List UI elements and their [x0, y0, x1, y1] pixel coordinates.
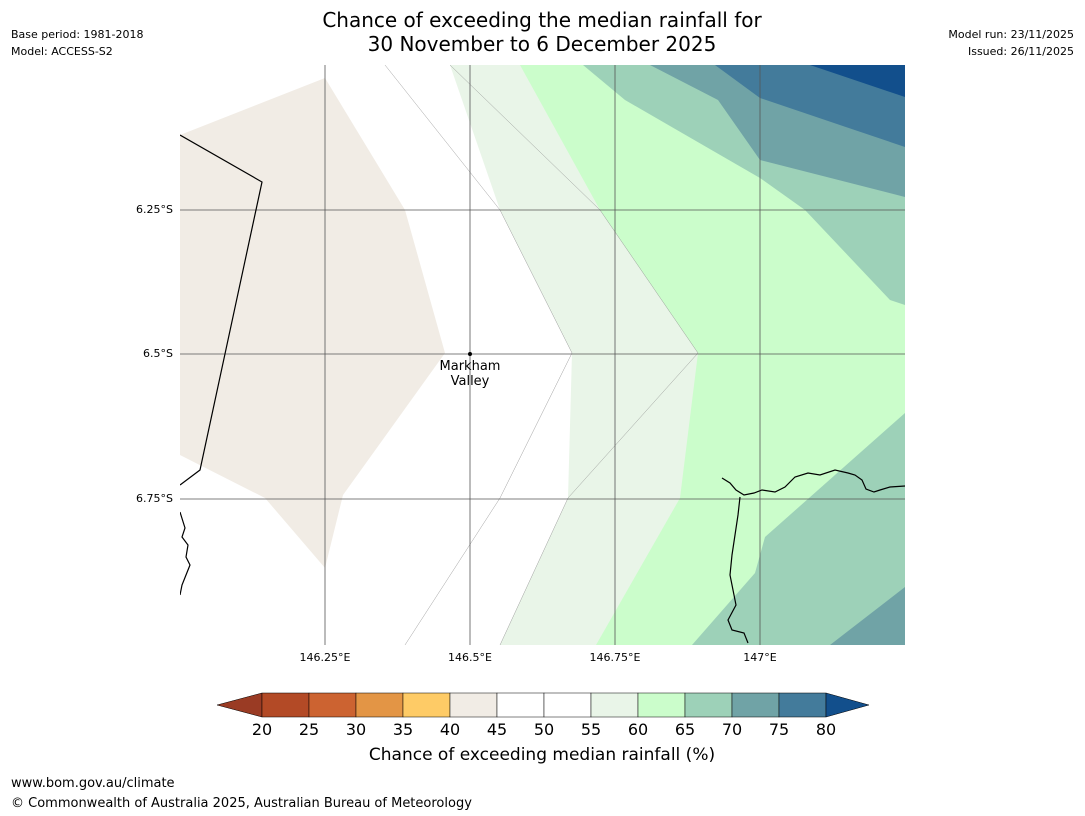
base-period-text: Base period: 1981-2018 — [11, 28, 144, 41]
meta-left: Base period: 1981-2018 Model: ACCESS-S2 — [11, 26, 143, 60]
colorbar-below-20 — [216, 692, 263, 718]
map-panel — [180, 65, 905, 645]
colorbar-tick-label: 20 — [251, 720, 273, 739]
place-label-line-2: Valley — [450, 374, 490, 389]
colorbar-tick-label: 70 — [721, 720, 743, 739]
colorbar-tick-label: 75 — [768, 720, 790, 739]
colorbar-above-80 — [825, 692, 870, 718]
colorbar-title: Chance of exceeding median rainfall (%) — [368, 745, 716, 765]
colorbar-tick-label: 25 — [298, 720, 320, 739]
lon-label: 146.5°E — [448, 651, 492, 664]
lat-label: 6.5°S — [143, 347, 173, 360]
band-65-70-south — [692, 413, 905, 645]
colorbar-20-25 — [261, 692, 310, 718]
colorbar-tick-label: 45 — [486, 720, 508, 739]
place-marker — [468, 352, 472, 356]
colorbar-tick-label: 60 — [627, 720, 649, 739]
colorbar-55-60 — [590, 692, 639, 718]
colorbar-70-75 — [731, 692, 780, 718]
colorbar-75-80 — [778, 692, 827, 718]
band-75-80 — [715, 65, 905, 147]
colorbar-45-50 — [496, 692, 545, 718]
colorbar-50-55 — [543, 692, 592, 718]
colorbar-25-30 — [308, 692, 357, 718]
colorbar-60-65 — [637, 692, 686, 718]
model-run-text: Model run: 23/11/2025 — [948, 28, 1074, 41]
title-line-1: Chance of exceeding the median rainfall … — [322, 8, 762, 32]
boundaries — [180, 134, 905, 644]
colorbar-40-45 — [449, 692, 498, 718]
lon-label: 146.75°E — [589, 651, 641, 664]
issued-text: Issued: 26/11/2025 — [967, 45, 1074, 58]
lat-label: 6.25°S — [136, 203, 173, 216]
place-label-line-1: Markham — [439, 359, 501, 374]
colorbar-tick-label: 35 — [392, 720, 414, 739]
lon-label: 146.25°E — [299, 651, 351, 664]
contour-lines — [384, 65, 699, 645]
colorbar-tick-label: 55 — [580, 720, 602, 739]
colorbar-tick-label: 80 — [815, 720, 837, 739]
band-70-75-south — [830, 587, 905, 645]
place-label: Markham Valley — [420, 359, 520, 389]
band-40-45 — [180, 78, 445, 568]
map-svg — [180, 65, 905, 645]
colorbar-tick-label: 40 — [439, 720, 461, 739]
model-text: Model: ACCESS-S2 — [11, 45, 113, 58]
lat-label: 6.75°S — [136, 492, 173, 505]
meta-right: Model run: 23/11/2025 Issued: 26/11/2025 — [948, 26, 1074, 60]
title-line-2: 30 November to 6 December 2025 — [367, 32, 717, 56]
colorbar-35-40 — [402, 692, 451, 718]
colorbar — [216, 692, 870, 718]
band-above-80 — [810, 65, 905, 97]
colorbar-tick-label: 30 — [345, 720, 367, 739]
colorbar-30-35 — [355, 692, 404, 718]
chart-title: Chance of exceeding the median rainfall … — [192, 8, 892, 56]
footer-url: www.bom.gov.au/climate — [11, 776, 175, 791]
colorbar-tick-label: 65 — [674, 720, 696, 739]
lon-label: 147°E — [743, 651, 777, 664]
colorbar-tick-label: 50 — [533, 720, 555, 739]
colorbar-65-70 — [684, 692, 733, 718]
footer-copyright: © Commonwealth of Australia 2025, Austra… — [11, 796, 472, 811]
